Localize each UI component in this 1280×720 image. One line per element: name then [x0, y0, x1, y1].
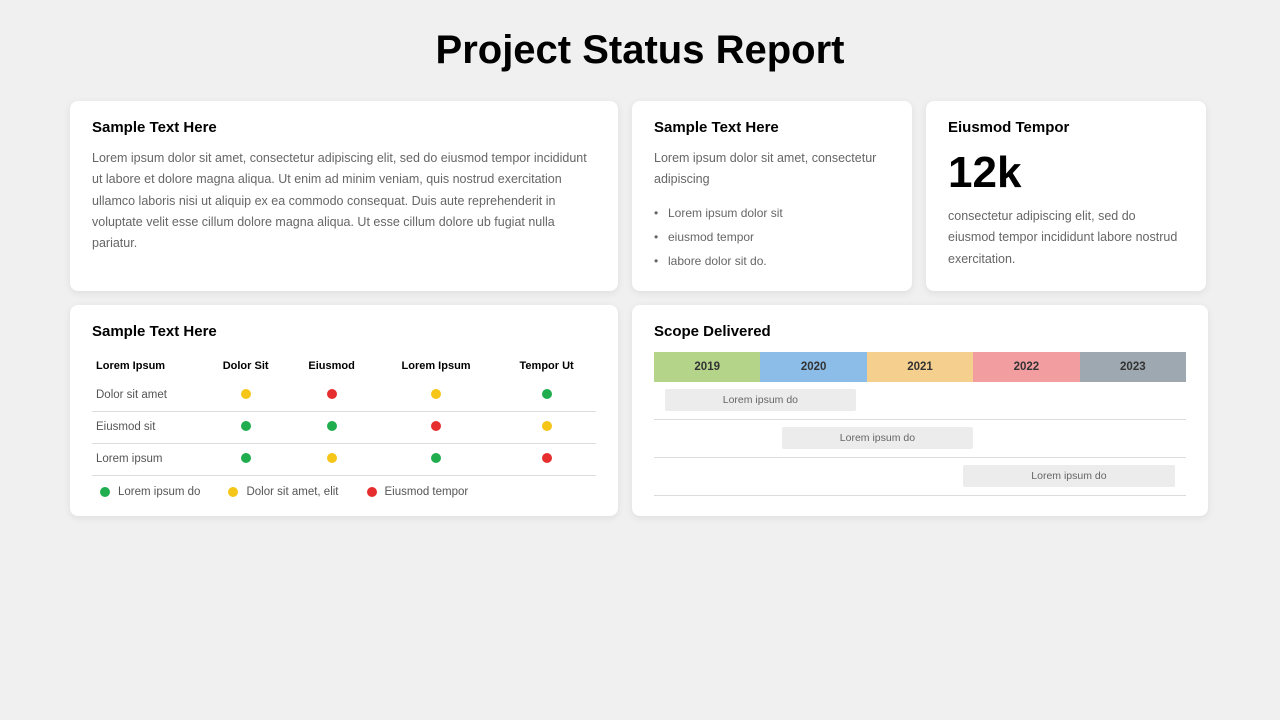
row-label: Dolor sit amet [92, 380, 203, 412]
table-row: Lorem ipsum [92, 443, 596, 475]
timeline-header: 20192020202120222023 [654, 352, 1186, 382]
status-dot-icon [431, 453, 441, 463]
status-dot-icon [542, 421, 552, 431]
legend-item: Dolor sit amet, elit [228, 486, 338, 498]
timeline-bar: Lorem ipsum do [963, 465, 1176, 487]
status-dot-icon [327, 421, 337, 431]
row-label: Lorem ipsum [92, 443, 203, 475]
status-dot-icon [241, 453, 251, 463]
legend-dot-icon [228, 487, 238, 497]
legend-dot-icon [100, 487, 110, 497]
status-dot-icon [431, 421, 441, 431]
status-dot-icon [431, 389, 441, 399]
status-cell [375, 380, 497, 412]
status-col-header: Eiusmod [288, 352, 374, 380]
timeline-row: Lorem ipsum do [654, 382, 1186, 420]
bullet-item: labore dolor sit do. [654, 249, 890, 273]
legend-item: Eiusmod tempor [367, 486, 469, 498]
timeline-year: 2020 [760, 352, 866, 382]
card-status-table: Sample Text Here Lorem Ipsum Dolor Sit E… [70, 305, 618, 516]
timeline-row: Lorem ipsum do [654, 458, 1186, 496]
bullet-item: Lorem ipsum dolor sit [654, 201, 890, 225]
legend-item: Lorem ipsum do [100, 486, 200, 498]
card-notes-bullets: Lorem ipsum dolor sit eiusmod tempor lab… [654, 201, 890, 273]
status-cell [497, 411, 596, 443]
timeline-bar: Lorem ipsum do [665, 389, 857, 411]
status-cell [375, 443, 497, 475]
status-cell [203, 380, 289, 412]
timeline-year: 2019 [654, 352, 760, 382]
status-col-header: Dolor Sit [203, 352, 289, 380]
timeline-rows: Lorem ipsum do Lorem ipsum do Lorem ipsum … [654, 382, 1186, 496]
card-overview: Sample Text Here Lorem ipsum dolor sit a… [70, 101, 618, 291]
card-notes-body: Lorem ipsum dolor sit amet, consectetur … [654, 148, 890, 191]
status-col-header: Tempor Ut [497, 352, 596, 380]
status-cell [497, 443, 596, 475]
timeline-year: 2023 [1080, 352, 1186, 382]
table-row: Eiusmod sit [92, 411, 596, 443]
status-col-header: Lorem Ipsum [92, 352, 203, 380]
status-cell [375, 411, 497, 443]
legend-label: Eiusmod tempor [385, 486, 469, 498]
card-metric: Eiusmod Tempor 12k consectetur adipiscin… [926, 101, 1206, 291]
status-dot-icon [241, 421, 251, 431]
card-overview-title: Sample Text Here [92, 119, 596, 136]
status-cell [203, 411, 289, 443]
status-dot-icon [241, 389, 251, 399]
row-bottom: Sample Text Here Lorem Ipsum Dolor Sit E… [70, 305, 1210, 516]
status-dot-icon [542, 389, 552, 399]
card-notes-title: Sample Text Here [654, 119, 890, 136]
row-label: Eiusmod sit [92, 411, 203, 443]
status-cell [288, 411, 374, 443]
status-cell [288, 443, 374, 475]
status-cell [203, 443, 289, 475]
page-title: Project Status Report [70, 28, 1210, 73]
legend-label: Dolor sit amet, elit [246, 486, 338, 498]
status-dot-icon [327, 389, 337, 399]
legend-label: Lorem ipsum do [118, 486, 200, 498]
bullet-item: eiusmod tempor [654, 225, 890, 249]
card-scope-title: Scope Delivered [654, 323, 1186, 340]
status-dot-icon [542, 453, 552, 463]
card-metric-body: consectetur adipiscing elit, sed do eius… [948, 206, 1184, 270]
card-status-title: Sample Text Here [92, 323, 596, 340]
table-row: Dolor sit amet [92, 380, 596, 412]
timeline-year: 2021 [867, 352, 973, 382]
timeline-bar: Lorem ipsum do [782, 427, 974, 449]
legend-dot-icon [367, 487, 377, 497]
card-scope: Scope Delivered 20192020202120222023 Lor… [632, 305, 1208, 516]
status-dot-icon [327, 453, 337, 463]
card-metric-value: 12k [948, 148, 1184, 198]
status-legend: Lorem ipsum do Dolor sit amet, elit Eiusmo… [92, 486, 596, 498]
status-table: Lorem Ipsum Dolor Sit Eiusmod Lorem Ipsu… [92, 352, 596, 476]
status-cell [497, 380, 596, 412]
status-cell [288, 380, 374, 412]
timeline-row: Lorem ipsum do [654, 420, 1186, 458]
status-col-header: Lorem Ipsum [375, 352, 497, 380]
row-top: Sample Text Here Lorem ipsum dolor sit a… [70, 101, 1210, 291]
card-metric-title: Eiusmod Tempor [948, 119, 1184, 136]
card-notes: Sample Text Here Lorem ipsum dolor sit a… [632, 101, 912, 291]
timeline-year: 2022 [973, 352, 1079, 382]
card-overview-body: Lorem ipsum dolor sit amet, consectetur … [92, 148, 596, 254]
